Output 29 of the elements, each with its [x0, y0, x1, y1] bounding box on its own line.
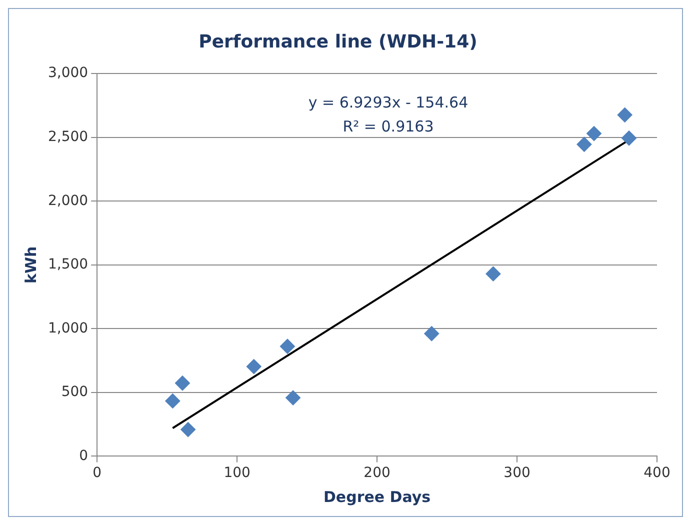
chart-title: Performance line (WDH-14) — [198, 31, 478, 52]
x-tick-label: 300 — [504, 465, 530, 482]
x-tick-label: 0 — [92, 465, 102, 482]
y-tick-label: 3,000 — [48, 65, 88, 82]
point — [617, 107, 632, 122]
y-tick-label: 500 — [61, 384, 88, 400]
point — [174, 376, 190, 391]
point — [424, 326, 440, 342]
y-tick-label: 0 — [79, 448, 88, 464]
point — [246, 359, 262, 374]
point — [165, 393, 180, 408]
annotation: R² = 0.9163 — [342, 117, 434, 136]
point — [286, 390, 301, 406]
x-tick-label: 200 — [364, 465, 390, 482]
point — [576, 136, 592, 152]
y-tick-label: 2,000 — [48, 192, 88, 209]
x-tick-label: 100 — [224, 465, 250, 482]
x-tick-label: 400 — [644, 465, 670, 482]
y-tick-label: 1,000 — [48, 320, 88, 336]
point — [486, 266, 501, 282]
point — [280, 338, 295, 354]
y-axis-title: kWh — [22, 246, 40, 284]
y-tick-label: 2,500 — [48, 129, 88, 146]
point — [586, 126, 602, 142]
point — [622, 130, 637, 146]
point — [180, 422, 196, 438]
annotation: y = 6.9293x - 154.64 — [308, 93, 468, 112]
x-axis-title: Degree Days — [323, 488, 431, 506]
y-tick-label: 1,500 — [48, 256, 88, 273]
